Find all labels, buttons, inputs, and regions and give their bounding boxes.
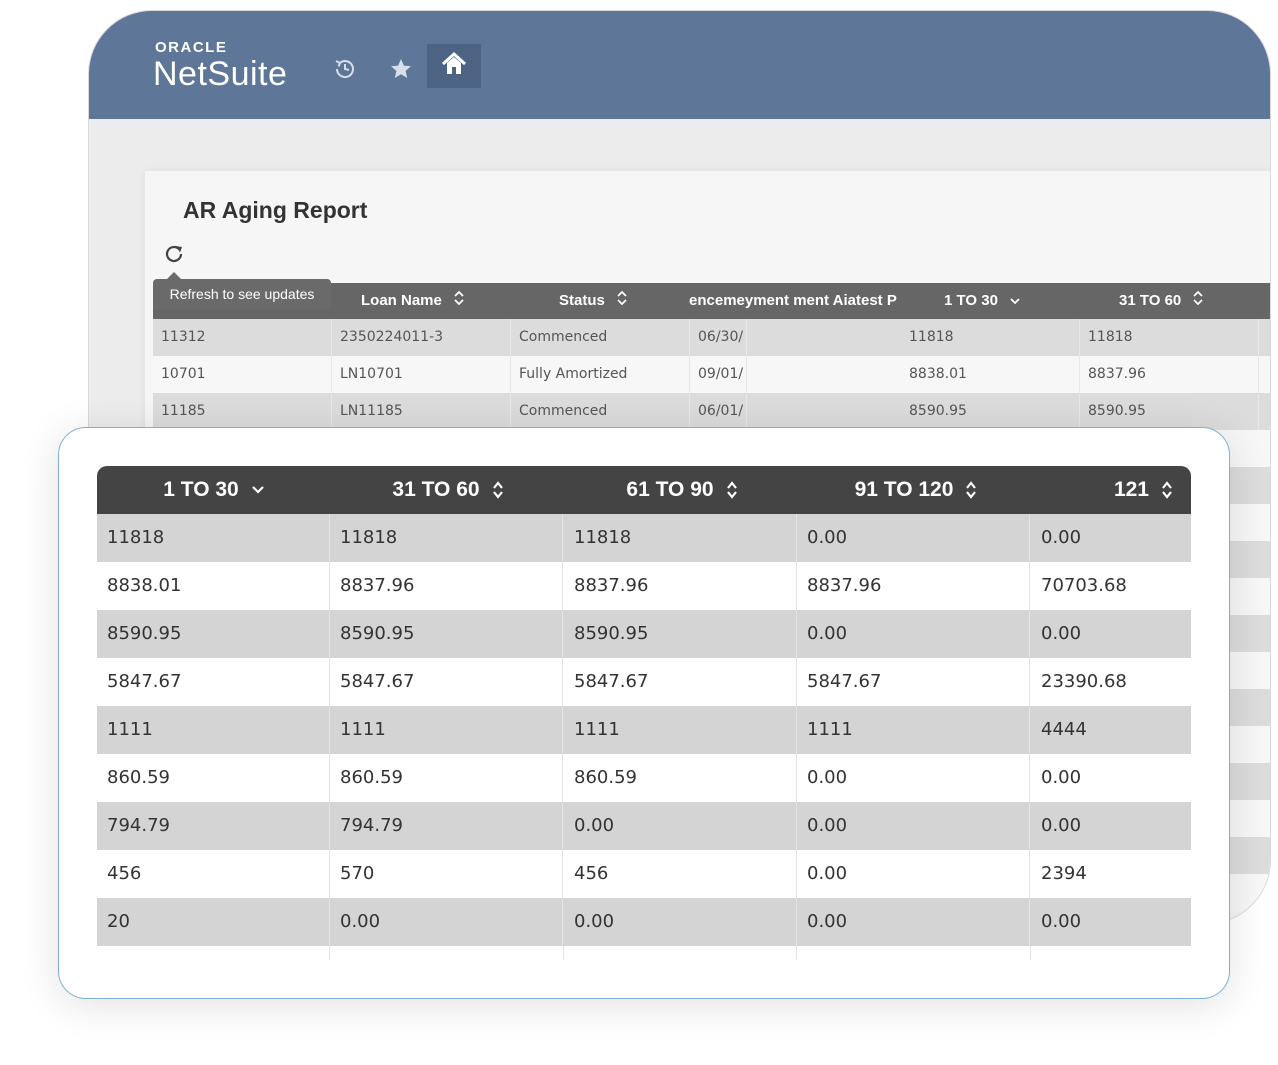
table-row[interactable]: 11185 LN11185 Commenced 06/01/ 8590.95 8… bbox=[153, 393, 1270, 430]
zoomed-aging-card: 1 TO 30 31 TO 60 61 TO 90 91 TO 120 121 … bbox=[58, 427, 1230, 999]
table-row[interactable]: 20 0.00 0.00 0.00 0.00 bbox=[97, 898, 1191, 946]
history-clock-icon[interactable] bbox=[329, 53, 361, 85]
table-row[interactable]: 11312 2350224011-3 Commenced 06/30/ 1181… bbox=[153, 319, 1270, 356]
col-header-121[interactable]: 121 bbox=[1031, 466, 1191, 514]
sort-icon bbox=[965, 481, 977, 499]
sort-icon bbox=[454, 283, 464, 319]
table-row[interactable]: 860.59 860.59 860.59 0.00 0.00 bbox=[97, 754, 1191, 802]
sort-icon bbox=[1193, 283, 1204, 319]
chevron-down-icon bbox=[1010, 283, 1020, 319]
table-header: 1 TO 30 31 TO 60 61 TO 90 91 TO 120 121 bbox=[97, 466, 1191, 514]
table-row[interactable]: 794.79 794.79 0.00 0.00 0.00 bbox=[97, 802, 1191, 850]
col-header-31-to-60[interactable]: 31 TO 60 bbox=[1119, 283, 1204, 319]
col-header-truncated[interactable]: encemeyment ment Aiatest P bbox=[689, 292, 897, 309]
sort-icon bbox=[492, 481, 504, 499]
sort-icon bbox=[726, 481, 738, 499]
netsuite-logo-text[interactable]: NetSuite bbox=[153, 55, 288, 93]
star-icon[interactable] bbox=[385, 53, 417, 85]
home-button[interactable] bbox=[427, 44, 481, 88]
col-header-loan-name[interactable]: Loan Name bbox=[361, 283, 464, 319]
table-row[interactable]: 10701 LN10701 Fully Amortized 09/01/ 883… bbox=[153, 356, 1270, 393]
table-row[interactable]: 1111 1111 1111 1111 4444 bbox=[97, 706, 1191, 754]
table-row[interactable]: 8838.01 8837.96 8837.96 8837.96 70703.68 bbox=[97, 562, 1191, 610]
table-footer-edge bbox=[97, 946, 1191, 960]
col-header-61-to-90[interactable]: 61 TO 90 bbox=[565, 466, 799, 514]
oracle-logo-text: ORACLE bbox=[155, 39, 228, 56]
sort-icon bbox=[1161, 481, 1173, 499]
refresh-tooltip: Refresh to see updates bbox=[153, 272, 331, 309]
table-row[interactable]: 5847.67 5847.67 5847.67 5847.67 23390.68 bbox=[97, 658, 1191, 706]
col-header-31-to-60[interactable]: 31 TO 60 bbox=[331, 466, 565, 514]
col-header-status[interactable]: Status bbox=[559, 283, 627, 319]
top-navigation-bar: ORACLE NetSuite bbox=[89, 11, 1270, 119]
page-title: AR Aging Report bbox=[183, 197, 368, 223]
chevron-down-icon bbox=[251, 485, 265, 495]
col-header-1-to-30[interactable]: 1 TO 30 bbox=[97, 466, 331, 514]
back-table-header: Loan Name Status encemeyment ment Aiates… bbox=[153, 283, 1270, 319]
col-header-91-to-120[interactable]: 91 TO 120 bbox=[799, 466, 1033, 514]
table-row[interactable]: 456 570 456 0.00 2394 bbox=[97, 850, 1191, 898]
col-header-1-to-30[interactable]: 1 TO 30 bbox=[944, 283, 1020, 319]
sort-icon bbox=[617, 283, 627, 319]
refresh-icon[interactable] bbox=[161, 241, 187, 267]
table-row[interactable]: 8590.95 8590.95 8590.95 0.00 0.00 bbox=[97, 610, 1191, 658]
aging-buckets-table: 1 TO 30 31 TO 60 61 TO 90 91 TO 120 121 … bbox=[97, 466, 1191, 960]
home-icon bbox=[441, 51, 467, 80]
table-row[interactable]: 11818 11818 11818 0.00 0.00 bbox=[97, 514, 1191, 562]
